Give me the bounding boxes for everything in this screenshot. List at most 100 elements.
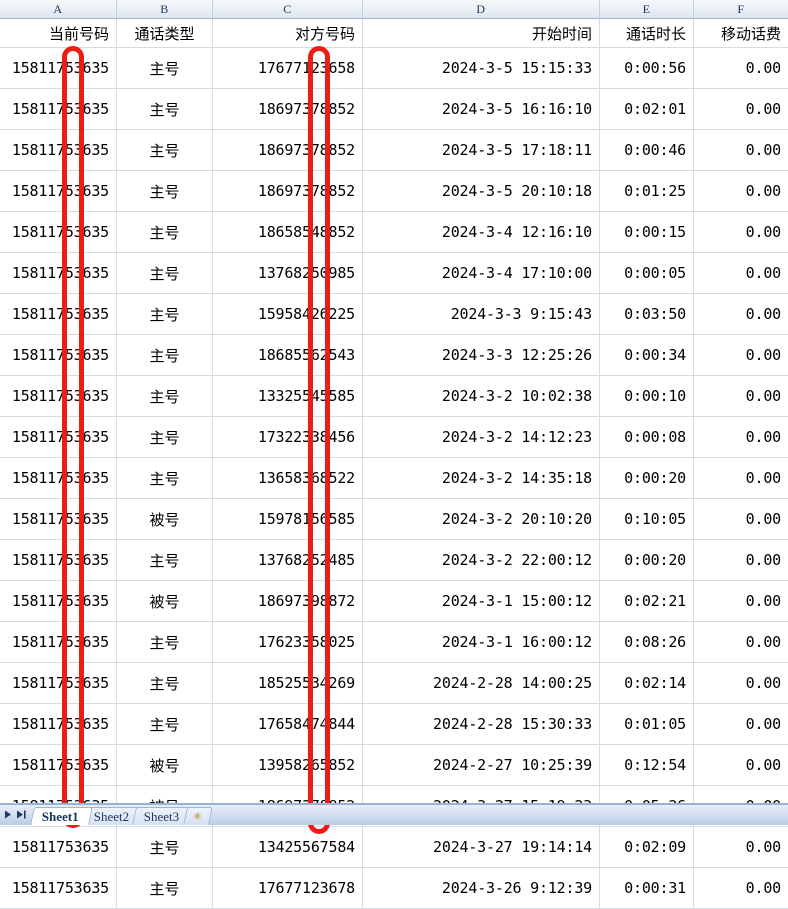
table-row[interactable]: 15811753635 主号 13768250985 2024-3-4 17:10:0… <box>0 253 788 294</box>
cell-other-number[interactable]: 15978156585 <box>213 499 363 539</box>
table-row[interactable]: 15811753635 主号 18658548852 2024-3-4 12:16:1… <box>0 212 788 253</box>
table-row[interactable]: 15811753635 主号 18525534269 2024-2-28 14:00:… <box>0 663 788 704</box>
cell-duration[interactable]: 0:00:56 <box>600 48 694 88</box>
cell-duration[interactable]: 0:01:25 <box>600 171 694 211</box>
cell-call-type[interactable]: 主号 <box>117 212 213 252</box>
cell-fee[interactable]: 0.00 <box>745 715 782 733</box>
cell-other-number[interactable]: 13658368522 <box>213 458 363 498</box>
cell-duration[interactable]: 0:03:50 <box>600 294 694 334</box>
cell-other-number[interactable]: 18697378852 <box>213 171 363 211</box>
cell-duration[interactable]: 0:00:46 <box>600 130 694 170</box>
column-header-b[interactable]: B <box>117 0 213 19</box>
cell-other-number[interactable]: 17623358025 <box>213 622 363 662</box>
cell-current-number[interactable]: 15811753635 <box>0 745 117 785</box>
table-row[interactable]: 15811753635 主号 17677123678 2024-3-26 9:12:3… <box>0 868 788 909</box>
cell-fee[interactable]: 0.00 <box>745 223 782 241</box>
cell-start-time[interactable]: 2024-2-28 14:00:25 <box>363 663 600 703</box>
cell-current-number[interactable]: 15811753635 <box>0 499 117 539</box>
sheet-tab-sheet1[interactable]: Sheet1 <box>30 807 93 825</box>
cell-other-number[interactable]: 18697378852 <box>213 89 363 129</box>
table-row[interactable]: 15811753635 主号 18697378852 2024-3-5 17:18:1… <box>0 130 788 171</box>
cell-call-type[interactable]: 主号 <box>117 253 213 293</box>
cell-duration[interactable]: 0:02:14 <box>600 663 694 703</box>
table-header-cell[interactable]: 通话类型 <box>117 19 213 47</box>
cell-start-time[interactable]: 2024-3-5 15:15:33 <box>363 48 600 88</box>
table-row[interactable]: 15811753635 主号 18697378852 2024-3-5 16:16:1… <box>0 89 788 130</box>
cell-fee[interactable]: 0.00 <box>745 674 782 692</box>
cell-fee[interactable]: 0.00 <box>745 141 782 159</box>
cell-current-number[interactable]: 15811753635 <box>0 253 117 293</box>
cell-fee[interactable]: 0.00 <box>745 59 782 77</box>
cell-duration[interactable]: 0:00:15 <box>600 212 694 252</box>
first-sheet-icon[interactable] <box>4 810 13 819</box>
cell-call-type[interactable]: 主号 <box>117 458 213 498</box>
table-row[interactable]: 15811753635 被号 15978156585 2024-3-2 20:10:2… <box>0 499 788 540</box>
cell-call-type[interactable]: 主号 <box>117 48 213 88</box>
cell-fee[interactable]: 0.00 <box>745 838 782 856</box>
cell-start-time[interactable]: 2024-2-28 15:30:33 <box>363 704 600 744</box>
new-sheet-icon[interactable]: ✳ <box>182 807 213 825</box>
cell-other-number[interactable]: 18697378852 <box>213 130 363 170</box>
cell-other-number[interactable]: 18685562543 <box>213 335 363 375</box>
cell-current-number[interactable]: 15811753635 <box>0 868 117 908</box>
table-header-cell[interactable]: 当前号码 <box>0 19 117 47</box>
cell-call-type[interactable]: 主号 <box>117 704 213 744</box>
cell-fee[interactable]: 0.00 <box>745 387 782 405</box>
cell-fee[interactable]: 0.00 <box>745 305 782 323</box>
cell-current-number[interactable]: 15811753635 <box>0 704 117 744</box>
table-row[interactable]: 15811753635 主号 13425567584 2024-3-27 19:14:… <box>0 827 788 868</box>
cell-duration[interactable]: 0:02:01 <box>600 89 694 129</box>
cell-start-time[interactable]: 2024-3-2 14:35:18 <box>363 458 600 498</box>
cell-start-time[interactable]: 2024-3-27 19:14:14 <box>363 827 600 867</box>
cell-fee[interactable]: 0.00 <box>745 633 782 651</box>
cell-start-time[interactable]: 2024-2-27 10:25:39 <box>363 745 600 785</box>
cell-other-number[interactable]: 13325545585 <box>213 376 363 416</box>
cell-call-type[interactable]: 主号 <box>117 827 213 867</box>
cell-current-number[interactable]: 15811753635 <box>0 417 117 457</box>
table-row[interactable]: 15811753635 主号 17658474844 2024-2-28 15:30:… <box>0 704 788 745</box>
cell-call-type[interactable]: 被号 <box>117 745 213 785</box>
cell-start-time[interactable]: 2024-3-1 16:00:12 <box>363 622 600 662</box>
cell-duration[interactable]: 0:02:21 <box>600 581 694 621</box>
cell-other-number[interactable]: 17322338456 <box>213 417 363 457</box>
cell-fee[interactable]: 0.00 <box>745 510 782 528</box>
cell-current-number[interactable]: 15811753635 <box>0 581 117 621</box>
cell-duration[interactable]: 0:00:20 <box>600 458 694 498</box>
cell-other-number[interactable]: 18658548852 <box>213 212 363 252</box>
table-row[interactable]: 15811753635 主号 18685562543 2024-3-3 12:25:2… <box>0 335 788 376</box>
cell-fee[interactable]: 0.00 <box>745 551 782 569</box>
cell-duration[interactable]: 0:10:05 <box>600 499 694 539</box>
table-row[interactable]: 15811753635 主号 17322338456 2024-3-2 14:12:2… <box>0 417 788 458</box>
cell-fee[interactable]: 0.00 <box>745 879 782 897</box>
cell-start-time[interactable]: 2024-3-1 15:00:12 <box>363 581 600 621</box>
cell-call-type[interactable]: 主号 <box>117 540 213 580</box>
cell-start-time[interactable]: 2024-3-3 9:15:43 <box>363 294 600 334</box>
cell-start-time[interactable]: 2024-3-2 10:02:38 <box>363 376 600 416</box>
sheet-nav-arrows[interactable] <box>0 805 32 825</box>
table-row[interactable]: 15811753635 主号 13658368522 2024-3-2 14:35:1… <box>0 458 788 499</box>
cell-fee[interactable]: 0.00 <box>745 469 782 487</box>
cell-call-type[interactable]: 主号 <box>117 868 213 908</box>
cell-duration[interactable]: 0:00:34 <box>600 335 694 375</box>
cell-duration[interactable]: 0:12:54 <box>600 745 694 785</box>
cell-current-number[interactable]: 15811753635 <box>0 622 117 662</box>
cell-call-type[interactable]: 主号 <box>117 171 213 211</box>
cell-call-type[interactable]: 主号 <box>117 294 213 334</box>
cell-current-number[interactable]: 15811753635 <box>0 294 117 334</box>
cell-start-time[interactable]: 2024-3-2 22:00:12 <box>363 540 600 580</box>
column-header-d[interactable]: D <box>363 0 600 19</box>
cell-other-number[interactable]: 17658474844 <box>213 704 363 744</box>
cell-fee[interactable]: 0.00 <box>745 100 782 118</box>
cell-current-number[interactable]: 15811753635 <box>0 376 117 416</box>
cell-current-number[interactable]: 15811753635 <box>0 171 117 211</box>
cell-duration[interactable]: 0:08:26 <box>600 622 694 662</box>
cell-other-number[interactable]: 17677123658 <box>213 48 363 88</box>
table-row[interactable]: 15811753635 主号 13325545585 2024-3-2 10:02:3… <box>0 376 788 417</box>
cell-call-type[interactable]: 主号 <box>117 335 213 375</box>
table-header-cell[interactable]: 开始时间 <box>363 19 600 47</box>
table-row[interactable]: 15811753635 主号 18697378852 2024-3-5 20:10:1… <box>0 171 788 212</box>
table-header-cell[interactable]: 通话时长 <box>600 19 694 47</box>
cell-fee[interactable]: 0.00 <box>745 428 782 446</box>
cell-duration[interactable]: 0:02:09 <box>600 827 694 867</box>
